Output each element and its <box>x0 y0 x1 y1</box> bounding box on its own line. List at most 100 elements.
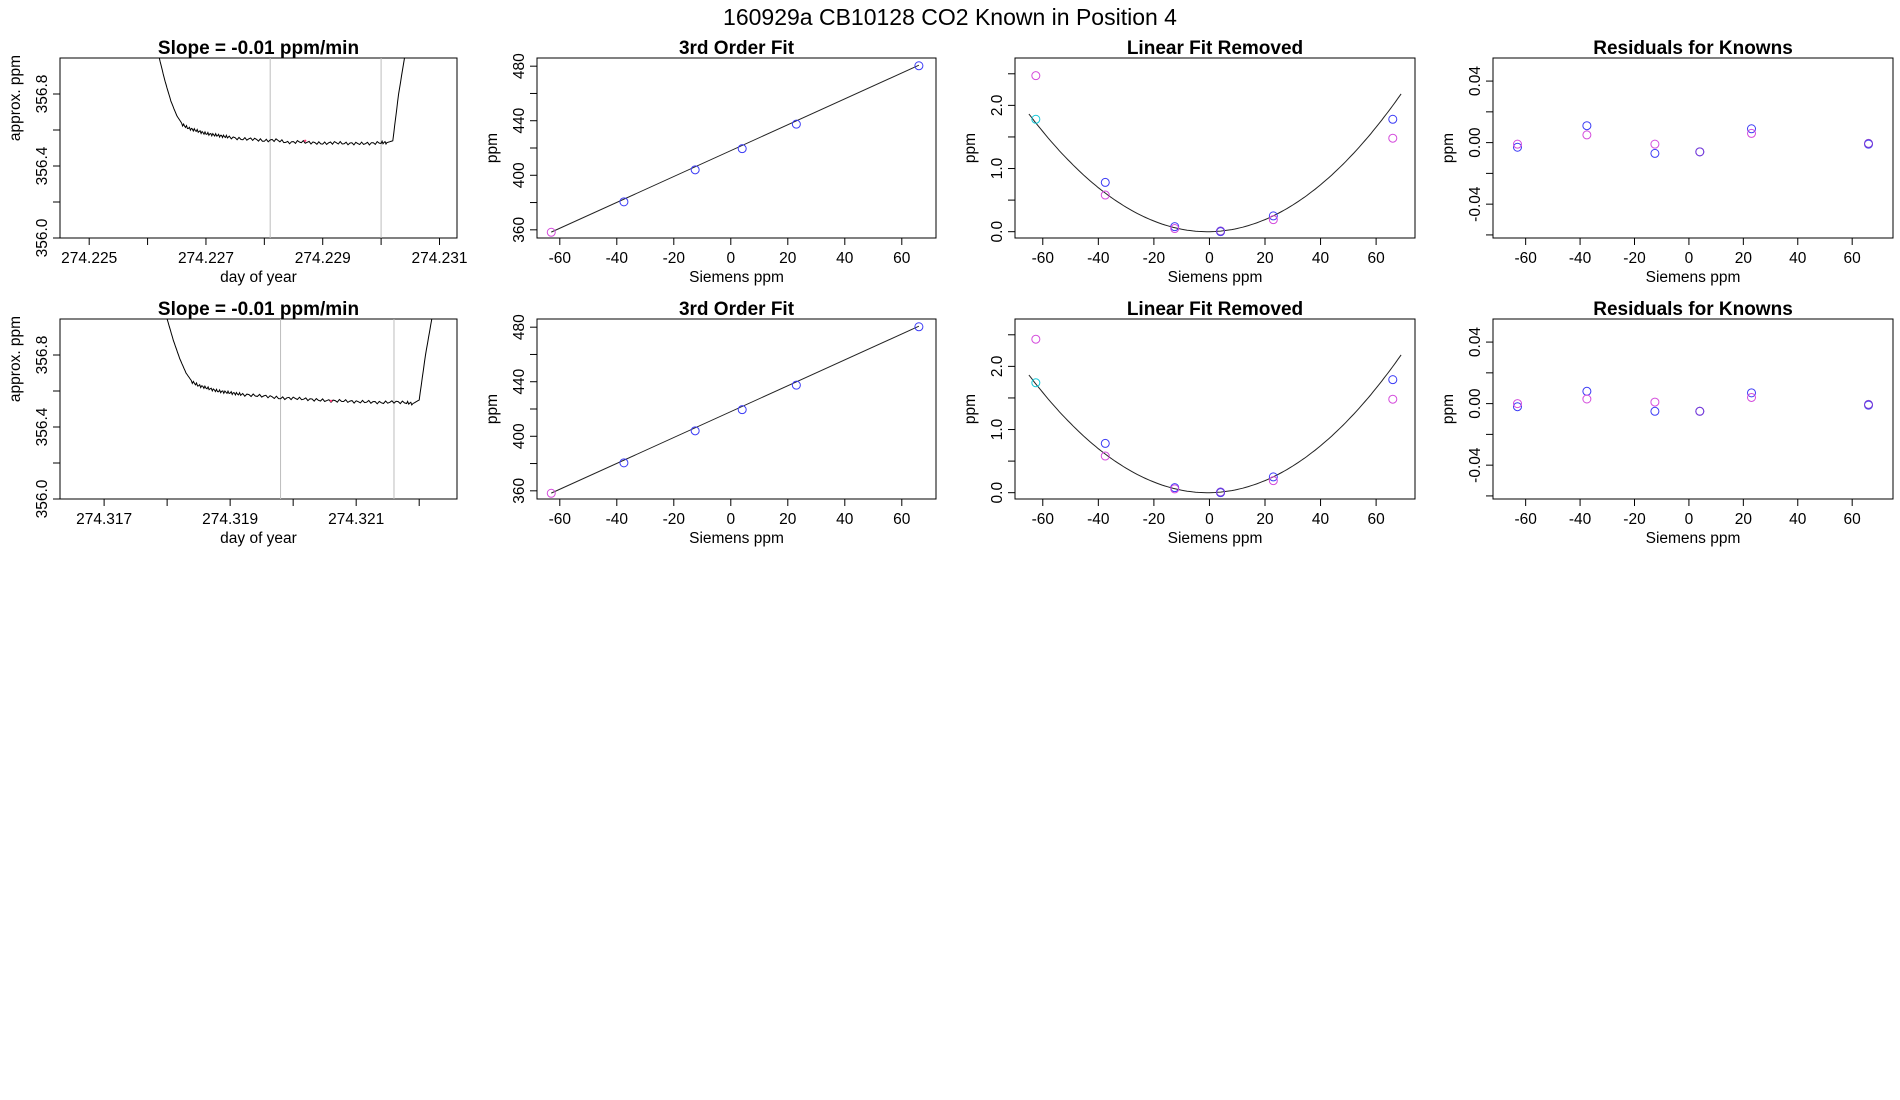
x-tick-label: -60 <box>1514 250 1537 267</box>
data-point-magenta <box>1747 128 1757 138</box>
x-tick-label: -60 <box>1514 511 1537 528</box>
plot-area <box>551 64 920 233</box>
figure-title: 160929a CB10128 CO2 Known in Position 4 <box>723 4 1177 30</box>
data-point-blue <box>1100 177 1110 187</box>
y-tick-label: 400 <box>511 423 528 449</box>
x-axis-label: day of year <box>220 269 297 286</box>
x-axis-label: Siemens ppm <box>689 530 784 547</box>
y-tick-label: 0.0 <box>989 221 1006 243</box>
x-tick-label: 0 <box>1205 511 1214 528</box>
panel-title: Linear Fit Removed <box>1127 299 1303 320</box>
plot-area <box>158 58 405 238</box>
y-tick-label: 356.4 <box>34 146 51 185</box>
y-tick-label: 2.0 <box>989 94 1006 116</box>
panel-title: Residuals for Knowns <box>1593 38 1793 59</box>
chart-panel-5: Slope = -0.01 ppm/min 274.317 274.319 274.3… <box>7 299 458 547</box>
data-point-blue <box>1747 388 1757 398</box>
panel-title: Slope = -0.01 ppm/min <box>158 299 359 320</box>
x-tick-label: 40 <box>1312 511 1330 528</box>
data-point-blue <box>737 144 747 154</box>
x-tick-label: -40 <box>1569 511 1592 528</box>
x-axis-label: day of year <box>220 530 297 547</box>
x-tick-label: 20 <box>1256 250 1274 267</box>
fit-line <box>551 325 920 494</box>
panels: Slope = -0.01 ppm/min 274.225 274.227 274.2… <box>7 38 1894 547</box>
x-axis-label: Siemens ppm <box>1168 269 1263 286</box>
data-point-magenta <box>1582 130 1592 140</box>
x-tick-label: -60 <box>549 250 572 267</box>
data-point-magenta <box>1388 133 1398 143</box>
x-tick-label: 60 <box>1367 511 1385 528</box>
y-tick-label: -0.04 <box>1467 447 1484 483</box>
data-point-blue <box>1512 402 1522 412</box>
y-tick-label: 480 <box>511 53 528 79</box>
data-point-blue <box>1582 121 1592 131</box>
data-point-purple <box>1216 487 1226 497</box>
data-point-blue <box>1100 438 1110 448</box>
data-point-blue <box>791 119 801 129</box>
y-axis-label: approx. ppm <box>7 316 24 402</box>
chart-panel-7: Linear Fit Removed -60 -40 -20 0 20 40 60 0.0 1.0… <box>962 299 1416 547</box>
x-axis-label: Siemens ppm <box>1646 530 1741 547</box>
x-axis-label: Siemens ppm <box>689 269 784 286</box>
data-point-magenta <box>1031 334 1041 344</box>
data-point-magenta <box>1170 224 1180 234</box>
data-point-magenta <box>1031 71 1041 81</box>
panel-title: Slope = -0.01 ppm/min <box>158 38 359 59</box>
data-point-magenta <box>1170 484 1180 494</box>
y-tick-label: 356.0 <box>34 479 51 518</box>
data-point-blue <box>1512 142 1522 152</box>
data-point-magenta <box>1388 394 1398 404</box>
x-tick-label: -20 <box>1623 511 1646 528</box>
plot-area <box>1028 354 1402 494</box>
y-tick-label: 356.8 <box>34 75 51 114</box>
data-point-magenta <box>1100 451 1110 461</box>
fit-line <box>551 64 920 233</box>
plot-frame <box>59 57 458 239</box>
x-tick-label: 60 <box>1844 511 1862 528</box>
data-point-magenta <box>1512 399 1522 409</box>
plot-frame <box>1014 57 1416 239</box>
x-axis-label: Siemens ppm <box>1168 530 1263 547</box>
x-tick-label: -20 <box>1623 250 1646 267</box>
data-point-blue <box>1388 375 1398 385</box>
data-point-blue <box>1650 406 1660 416</box>
panel-title: Residuals for Knowns <box>1593 299 1793 320</box>
panel-title: 3rd Order Fit <box>679 299 795 320</box>
plot-frame <box>1014 318 1416 500</box>
x-tick-label: -60 <box>549 511 572 528</box>
x-tick-label: 20 <box>779 250 797 267</box>
x-tick-label: 20 <box>779 511 797 528</box>
y-tick-label: 356.4 <box>34 407 51 446</box>
data-point-magenta <box>1268 476 1278 486</box>
x-tick-label: -60 <box>1032 511 1055 528</box>
x-tick-label: -40 <box>1087 511 1110 528</box>
data-point-magenta <box>1268 215 1278 225</box>
data-point-purple <box>1864 138 1874 148</box>
y-tick-label: 1.0 <box>989 418 1006 440</box>
data-trace-line <box>158 58 405 146</box>
data-point-blue <box>737 405 747 415</box>
x-tick-label: -40 <box>606 511 629 528</box>
data-point-blue <box>619 197 629 207</box>
x-tick-label: -20 <box>663 250 686 267</box>
x-tick-label: 274.225 <box>61 250 117 267</box>
plot-area <box>551 325 920 494</box>
y-axis-label: ppm <box>962 394 979 424</box>
chart-panel-3: Linear Fit Removed -60 -40 -20 0 20 40 60 0.0 1.0… <box>962 38 1416 286</box>
data-point-blue <box>619 458 629 468</box>
y-tick-label: 0.04 <box>1467 66 1484 97</box>
x-tick-label: 20 <box>1256 511 1274 528</box>
y-axis-label: ppm <box>484 133 501 163</box>
data-point-blue <box>1650 148 1660 158</box>
plot-area <box>1028 93 1402 233</box>
x-tick-label: 0 <box>726 511 735 528</box>
x-tick-label: 274.321 <box>328 511 384 528</box>
x-tick-label: 274.319 <box>202 511 258 528</box>
x-tick-label: 20 <box>1735 250 1753 267</box>
y-tick-label: 2.0 <box>989 355 1006 377</box>
x-tick-label: 274.317 <box>76 511 132 528</box>
data-point-blue <box>1388 114 1398 124</box>
x-tick-label: 0 <box>1205 250 1214 267</box>
x-axis-label: Siemens ppm <box>1646 269 1741 286</box>
